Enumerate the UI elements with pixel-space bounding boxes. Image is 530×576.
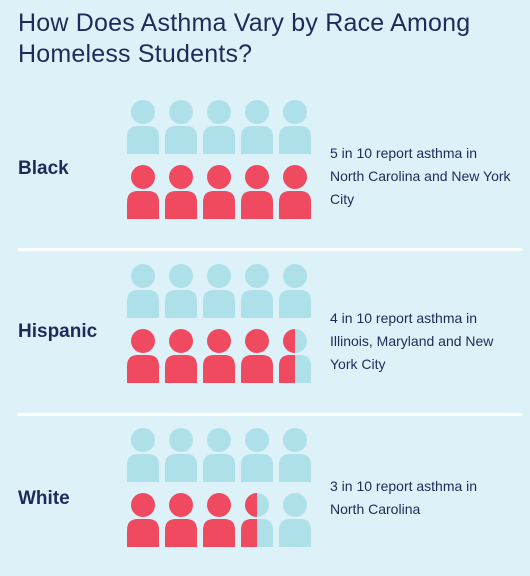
divider (18, 413, 522, 416)
person-icon (165, 329, 197, 383)
person-icon (127, 100, 159, 154)
person-icon (127, 165, 159, 219)
row-label: White (18, 488, 70, 509)
person-icon (279, 165, 311, 219)
person-icon (165, 428, 197, 482)
person-icon (203, 493, 235, 547)
person-icon (203, 100, 235, 154)
row-hispanic: Hispanic 4 in 10 report asthma in Illino… (0, 252, 530, 412)
person-icon (127, 264, 159, 318)
person-icon (241, 493, 273, 547)
person-icon (279, 493, 311, 547)
row-white: White 3 in 10 report asthma in North Car… (0, 416, 530, 576)
person-icon (165, 264, 197, 318)
person-icon (279, 428, 311, 482)
person-icon (165, 165, 197, 219)
pictograph-black (127, 100, 311, 219)
person-icon (279, 329, 311, 383)
person-icon (203, 264, 235, 318)
row-description: 3 in 10 report asthma in North Carolina (330, 478, 478, 517)
pictograph-hispanic (127, 264, 311, 383)
person-icon (127, 428, 159, 482)
person-icon (279, 264, 311, 318)
person-icon (279, 100, 311, 154)
person-icon (165, 100, 197, 154)
person-icon (241, 100, 273, 154)
person-icon (241, 165, 273, 219)
person-icon (203, 165, 235, 219)
person-icon (127, 329, 159, 383)
row-label: Hispanic (18, 321, 98, 342)
person-icon (241, 264, 273, 318)
person-icon (203, 428, 235, 482)
row-black: Black 5 in 10 report asthma in North Car… (0, 88, 530, 248)
person-icon (241, 329, 273, 383)
row-description: 5 in 10 report asthma in North Carolina … (330, 145, 511, 207)
person-icon (165, 493, 197, 547)
person-icon (203, 329, 235, 383)
person-icon (241, 428, 273, 482)
person-icon (127, 493, 159, 547)
row-description: 4 in 10 report asthma in Illinois, Maryl… (330, 310, 494, 372)
pictograph-white (127, 428, 311, 547)
row-label: Black (18, 158, 69, 179)
chart-title: How Does Asthma Vary by Race Among Homel… (18, 9, 471, 68)
divider (18, 248, 522, 251)
